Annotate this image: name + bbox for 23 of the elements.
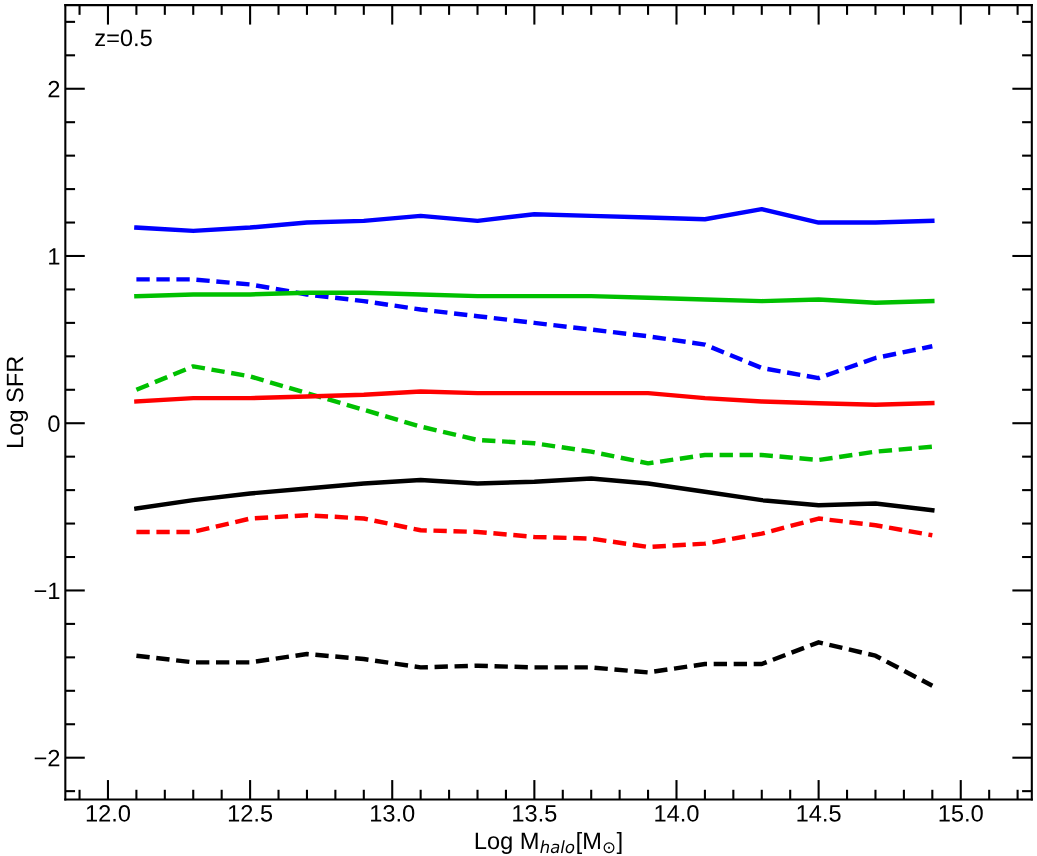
annotation: z=0.5 (95, 29, 152, 47)
x-tick-label: 12.0 (86, 804, 131, 822)
line-series (134, 640, 935, 688)
line-series (134, 389, 935, 408)
x-tick-label: 12.5 (228, 804, 273, 822)
x-tick-label: 13.5 (513, 804, 557, 822)
x-tick-label: 13.0 (371, 804, 415, 822)
y-tick-label: 1 (49, 248, 60, 265)
x-tick-label: 14.0 (655, 804, 699, 822)
x-tick-label: 14.5 (797, 805, 841, 822)
line-series (134, 512, 935, 550)
line-series (134, 290, 935, 306)
y-tick-label: 0 (48, 415, 60, 433)
line-series (134, 364, 935, 466)
line-series (134, 476, 935, 513)
y-tick-label: −2 (34, 749, 60, 767)
x-tick-label: 15.0 (939, 804, 983, 822)
x-axis-title: Log M$_{halo}$[M$_{⊙}$] (475, 831, 622, 854)
line-series (134, 206, 935, 234)
y-axis-title: Log SFR (6, 356, 28, 447)
line-series (134, 277, 935, 381)
y-tick-label: 2 (48, 80, 60, 98)
y-tick-label: −1 (34, 582, 60, 600)
